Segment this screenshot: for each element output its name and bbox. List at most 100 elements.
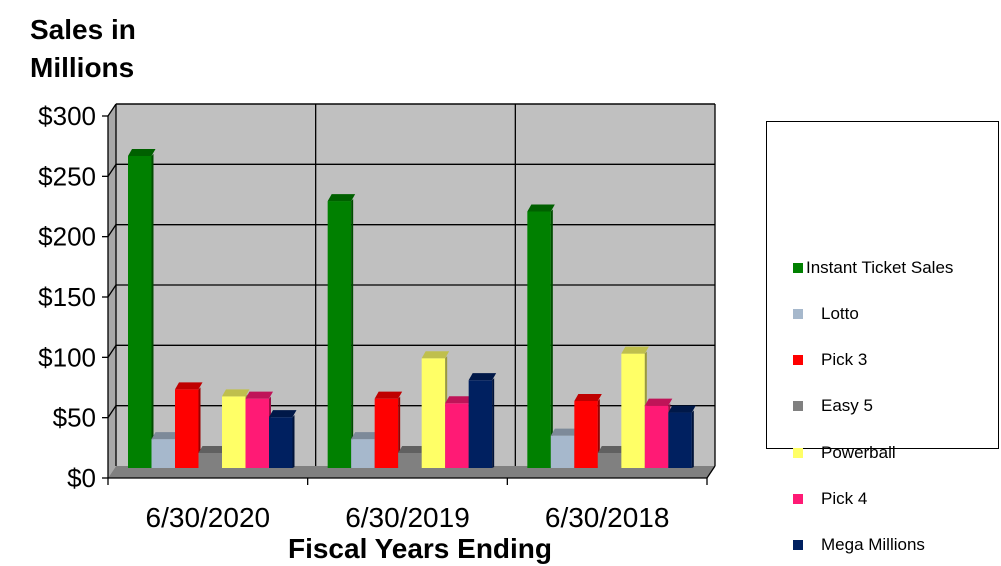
legend-label-mega-millions: Mega Millions bbox=[821, 535, 925, 554]
bar-lotto-6-30-2018 bbox=[550, 428, 579, 468]
x-axis-depth-edge bbox=[706, 465, 716, 479]
bar-mega-millions-6-30-2019-top bbox=[468, 373, 497, 381]
bar-instant-ticket-sales-6-30-2019 bbox=[327, 194, 356, 469]
bar-easy-5-6-30-2019-top bbox=[398, 445, 426, 453]
chart-title-line-2: Millions bbox=[30, 52, 135, 83]
bar-mega-millions-6-30-2020-front bbox=[269, 417, 293, 468]
legend-label-instant-ticket-sales: Instant Ticket Sales bbox=[806, 258, 954, 277]
y-gridline-side bbox=[107, 284, 117, 298]
chart-floor bbox=[108, 466, 715, 478]
legend-swatch-pick-3 bbox=[793, 355, 803, 365]
legend-item-lotto: Lotto bbox=[793, 303, 859, 325]
bar-lotto-6-30-2020 bbox=[151, 432, 179, 468]
legend-item-powerball: Powerball bbox=[793, 442, 896, 464]
bar-instant-ticket-sales-6-30-2019-front bbox=[327, 201, 352, 469]
bar-mega-millions-6-30-2019 bbox=[468, 373, 497, 468]
y-gridline-side bbox=[107, 405, 117, 419]
bar-pick-3-6-30-2019-front bbox=[374, 398, 399, 468]
x-tick-label: 6/30/2020 bbox=[146, 502, 271, 533]
bar-lotto-6-30-2019 bbox=[351, 432, 379, 468]
bar-instant-ticket-sales-6-30-2020-side bbox=[151, 153, 154, 468]
bar-pick-3-6-30-2018-front bbox=[574, 400, 598, 468]
bar-easy-5-6-30-2018-front bbox=[597, 452, 622, 468]
bar-lotto-6-30-2020-top bbox=[151, 432, 179, 440]
bar-lotto-6-30-2019-top bbox=[351, 432, 379, 440]
bar-pick-4-6-30-2019-top bbox=[445, 396, 473, 404]
bar-pick-3-6-30-2019-side bbox=[398, 396, 401, 468]
bar-easy-5-6-30-2018-top bbox=[597, 445, 626, 453]
chart-title-line-1: Sales in bbox=[30, 14, 136, 45]
bar-pick-3-6-30-2020-top bbox=[175, 382, 203, 390]
legend-item-instant-ticket-sales: Instant Ticket Sales bbox=[793, 257, 953, 279]
x-tick-label: 6/30/2019 bbox=[345, 502, 470, 533]
bar-pick-4-6-30-2019-front bbox=[445, 403, 469, 468]
bar-pick-3-6-30-2020-front bbox=[175, 389, 199, 468]
bar-easy-5-6-30-2020 bbox=[198, 445, 226, 468]
bar-lotto-6-30-2018-top bbox=[550, 428, 579, 436]
bar-instant-ticket-sales-6-30-2019-side bbox=[351, 198, 354, 468]
bar-mega-millions-6-30-2020-side bbox=[292, 415, 295, 468]
bar-instant-ticket-sales-6-30-2019-top bbox=[327, 194, 356, 202]
y-tick-label: $150 bbox=[38, 282, 96, 312]
bar-pick-4-6-30-2018-top bbox=[644, 398, 673, 406]
y-gridline-side bbox=[107, 103, 117, 117]
bar-mega-millions-6-30-2019-side bbox=[492, 378, 495, 468]
bar-pick-3-6-30-2019 bbox=[374, 391, 403, 468]
y-gridline-side bbox=[107, 344, 117, 358]
bar-instant-ticket-sales-6-30-2020 bbox=[128, 149, 156, 468]
bar-pick-4-6-30-2018 bbox=[644, 398, 673, 468]
bar-pick-3-6-30-2020 bbox=[175, 382, 203, 468]
legend-swatch-powerball bbox=[793, 448, 803, 458]
legend-label-pick-3: Pick 3 bbox=[821, 350, 868, 369]
legend-label-powerball: Powerball bbox=[821, 443, 896, 462]
bar-mega-millions-6-30-2018 bbox=[668, 405, 696, 468]
legend-swatch-easy-5 bbox=[793, 401, 803, 411]
bar-powerball-6-30-2019-front bbox=[421, 358, 446, 468]
bar-powerball-6-30-2018-front bbox=[621, 353, 645, 468]
legend-swatch-pick-4 bbox=[793, 494, 803, 504]
legend-label-easy-5: Easy 5 bbox=[821, 396, 873, 415]
y-tick-label: $0 bbox=[67, 463, 96, 493]
bar-easy-5-6-30-2019-front bbox=[398, 452, 422, 468]
bar-lotto-6-30-2020-front bbox=[151, 439, 175, 468]
bar-pick-3-6-30-2018-top bbox=[574, 393, 602, 401]
bar-mega-millions-6-30-2018-side bbox=[691, 410, 694, 468]
bar-powerball-6-30-2020-front bbox=[222, 396, 246, 468]
bar-pick-3-6-30-2019-top bbox=[374, 391, 403, 399]
bar-powerball-6-30-2018 bbox=[621, 346, 649, 468]
bar-instant-ticket-sales-6-30-2018-side bbox=[550, 209, 553, 468]
legend: Instant Ticket Sales Lotto Pick 3 Easy 5… bbox=[766, 121, 999, 554]
bar-pick-3-6-30-2018 bbox=[574, 393, 602, 468]
y-tick-label: $100 bbox=[38, 342, 96, 372]
bar-pick-4-6-30-2020-top bbox=[245, 391, 273, 399]
y-tick-label: $200 bbox=[38, 222, 96, 252]
legend-item-pick-4: Pick 4 bbox=[793, 488, 867, 510]
bar-mega-millions-6-30-2018-front bbox=[668, 412, 692, 468]
bar-easy-5-6-30-2018 bbox=[597, 445, 626, 468]
bar-lotto-6-30-2018-front bbox=[550, 435, 575, 468]
legend-item-pick-3: Pick 3 bbox=[793, 349, 867, 371]
bar-pick-3-6-30-2020-side bbox=[198, 387, 201, 468]
legend-swatch-instant-ticket-sales bbox=[793, 263, 803, 273]
bar-easy-5-6-30-2020-top bbox=[198, 445, 226, 453]
legend-item-easy-5: Easy 5 bbox=[793, 395, 873, 417]
bar-mega-millions-6-30-2019-front bbox=[468, 380, 493, 468]
bar-lotto-6-30-2019-front bbox=[351, 439, 375, 468]
x-tick-label: 6/30/2018 bbox=[545, 502, 670, 533]
bar-mega-millions-6-30-2020-top bbox=[269, 410, 297, 418]
legend-swatch-mega-millions bbox=[793, 540, 803, 550]
x-axis-label: Fiscal Years Ending bbox=[287, 533, 553, 564]
bar-instant-ticket-sales-6-30-2020-top bbox=[128, 149, 156, 156]
y-gridline-side bbox=[107, 163, 117, 177]
bar-pick-4-6-30-2019 bbox=[445, 396, 473, 468]
bar-pick-4-6-30-2020 bbox=[245, 391, 273, 468]
bar-powerball-6-30-2019-top bbox=[421, 351, 450, 359]
bar-powerball-6-30-2020-top bbox=[222, 389, 250, 397]
legend-label-lotto: Lotto bbox=[821, 304, 859, 323]
legend-item-mega-millions: Mega Millions bbox=[793, 534, 925, 556]
bar-easy-5-6-30-2019 bbox=[398, 445, 426, 468]
bar-instant-ticket-sales-6-30-2020-front bbox=[128, 156, 152, 468]
bar-easy-5-6-30-2020-front bbox=[198, 452, 222, 468]
bar-instant-ticket-sales-6-30-2018-front bbox=[527, 211, 551, 468]
